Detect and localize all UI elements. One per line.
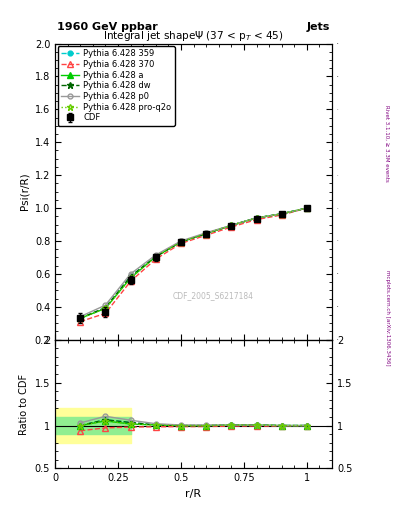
Pythia 6.428 pro-q2o	[128, 275, 133, 281]
Pythia 6.428 pro-q2o	[178, 239, 183, 245]
Pythia 6.428 dw	[279, 211, 284, 217]
Text: Jets: Jets	[307, 22, 330, 32]
Pythia 6.428 359	[78, 315, 83, 322]
Pythia 6.428 359	[279, 211, 284, 217]
Pythia 6.428 370	[254, 217, 259, 223]
Pythia 6.428 370	[279, 212, 284, 218]
Pythia 6.428 pro-q2o	[305, 205, 309, 211]
Legend: Pythia 6.428 359, Pythia 6.428 370, Pythia 6.428 a, Pythia 6.428 dw, Pythia 6.42: Pythia 6.428 359, Pythia 6.428 370, Pyth…	[57, 46, 175, 125]
Pythia 6.428 dw	[254, 215, 259, 221]
Pythia 6.428 dw	[305, 205, 309, 211]
Line: Pythia 6.428 dw: Pythia 6.428 dw	[77, 205, 310, 322]
Pythia 6.428 p0	[128, 271, 133, 277]
Pythia 6.428 370	[229, 224, 234, 230]
Pythia 6.428 p0	[103, 302, 108, 308]
Pythia 6.428 359	[305, 205, 309, 211]
Pythia 6.428 pro-q2o	[103, 305, 108, 311]
Pythia 6.428 pro-q2o	[279, 211, 284, 217]
Pythia 6.428 370	[204, 232, 209, 238]
Pythia 6.428 dw	[229, 222, 234, 228]
Pythia 6.428 a	[78, 315, 83, 322]
Line: Pythia 6.428 a: Pythia 6.428 a	[77, 205, 310, 321]
Pythia 6.428 dw	[153, 253, 158, 260]
Pythia 6.428 a	[305, 205, 309, 211]
Line: Pythia 6.428 359: Pythia 6.428 359	[78, 206, 309, 321]
Pythia 6.428 pro-q2o	[229, 222, 234, 228]
Pythia 6.428 370	[128, 278, 133, 284]
Pythia 6.428 359	[229, 222, 234, 228]
Title: Integral jet shapeΨ (37 < p$_T$ < 45): Integral jet shapeΨ (37 < p$_T$ < 45)	[103, 29, 284, 44]
Pythia 6.428 p0	[254, 215, 259, 221]
Line: Pythia 6.428 370: Pythia 6.428 370	[77, 205, 310, 325]
Pythia 6.428 370	[153, 256, 158, 262]
Pythia 6.428 dw	[128, 273, 133, 280]
Text: CDF_2005_S6217184: CDF_2005_S6217184	[173, 291, 253, 300]
Pythia 6.428 359	[204, 230, 209, 237]
Pythia 6.428 pro-q2o	[204, 230, 209, 237]
Pythia 6.428 p0	[178, 238, 183, 244]
Pythia 6.428 370	[178, 240, 183, 246]
X-axis label: r/R: r/R	[185, 489, 202, 499]
Pythia 6.428 370	[78, 318, 83, 325]
Pythia 6.428 a	[178, 239, 183, 245]
Pythia 6.428 pro-q2o	[254, 215, 259, 221]
Pythia 6.428 a	[153, 253, 158, 260]
Pythia 6.428 p0	[229, 222, 234, 228]
Pythia 6.428 a	[254, 215, 259, 221]
Pythia 6.428 a	[128, 275, 133, 281]
Pythia 6.428 a	[279, 211, 284, 217]
Pythia 6.428 p0	[204, 230, 209, 236]
Pythia 6.428 359	[254, 215, 259, 221]
Text: 1960 GeV ppbar: 1960 GeV ppbar	[57, 22, 158, 32]
Pythia 6.428 a	[103, 305, 108, 311]
Pythia 6.428 pro-q2o	[153, 253, 158, 260]
Y-axis label: Psi(r/R): Psi(r/R)	[19, 173, 29, 210]
Pythia 6.428 359	[128, 273, 133, 280]
Y-axis label: Ratio to CDF: Ratio to CDF	[19, 374, 29, 435]
Pythia 6.428 dw	[103, 305, 108, 311]
Pythia 6.428 370	[103, 310, 108, 316]
Pythia 6.428 dw	[78, 315, 83, 322]
Pythia 6.428 a	[204, 230, 209, 237]
Pythia 6.428 p0	[279, 211, 284, 217]
Text: mcplots.cern.ch [arXiv:1306.3436]: mcplots.cern.ch [arXiv:1306.3436]	[385, 270, 389, 365]
Pythia 6.428 dw	[178, 239, 183, 245]
Line: Pythia 6.428 pro-q2o: Pythia 6.428 pro-q2o	[77, 205, 310, 322]
Line: Pythia 6.428 p0: Pythia 6.428 p0	[78, 206, 309, 319]
Pythia 6.428 370	[305, 205, 309, 211]
Pythia 6.428 dw	[204, 230, 209, 237]
Pythia 6.428 p0	[78, 313, 83, 319]
Text: Rivet 3.1.10, ≥ 3.3M events: Rivet 3.1.10, ≥ 3.3M events	[385, 105, 389, 182]
Pythia 6.428 p0	[305, 205, 309, 211]
Pythia 6.428 359	[103, 305, 108, 311]
Pythia 6.428 359	[178, 239, 183, 245]
Pythia 6.428 359	[153, 253, 158, 260]
Pythia 6.428 pro-q2o	[78, 315, 83, 322]
Pythia 6.428 a	[229, 222, 234, 228]
Pythia 6.428 p0	[153, 252, 158, 258]
